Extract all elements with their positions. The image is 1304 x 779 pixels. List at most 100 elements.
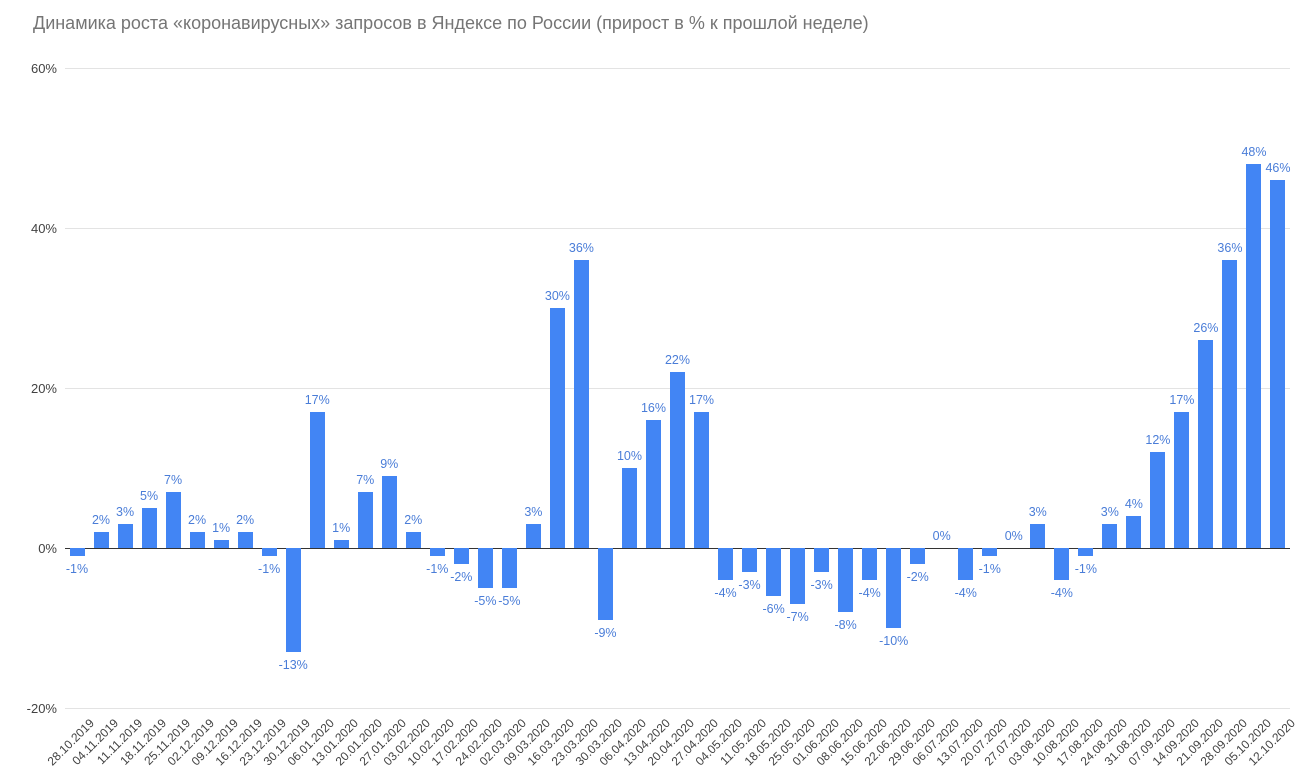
bar-value-label: -1%	[258, 562, 281, 576]
bar	[213, 540, 229, 548]
bar-value-label: 22%	[664, 353, 691, 367]
bar	[453, 548, 469, 564]
bar-value-label: 2%	[91, 513, 111, 527]
bar-value-label: 3%	[1100, 505, 1119, 519]
bar	[1150, 452, 1166, 548]
bar	[309, 412, 325, 548]
bar	[501, 548, 517, 588]
gridline	[65, 708, 1290, 709]
bar	[838, 548, 854, 612]
bar	[1222, 260, 1238, 548]
bar	[621, 468, 637, 548]
bar-value-label: -3%	[810, 578, 833, 592]
bar	[814, 548, 830, 572]
bar	[237, 532, 253, 548]
bar	[573, 260, 589, 548]
bar	[261, 548, 277, 556]
bar	[718, 548, 734, 580]
y-axis-tick-label: 60%	[30, 61, 57, 76]
bar-value-label: 16%	[640, 401, 666, 415]
bar-value-label: 48%	[1241, 145, 1267, 159]
bar-value-label: 26%	[1193, 321, 1219, 335]
bar	[1030, 524, 1046, 548]
y-axis-tick-label: 0%	[38, 541, 57, 556]
bar-value-label: 2%	[236, 513, 255, 527]
bar	[1078, 548, 1094, 556]
bar-value-label: 3%	[116, 505, 135, 519]
bar	[405, 532, 421, 548]
bar	[790, 548, 806, 604]
bar	[93, 532, 109, 548]
bar	[69, 548, 85, 556]
bar-value-label: 2%	[404, 513, 423, 527]
bar	[645, 420, 661, 548]
bar	[910, 548, 926, 564]
bar	[862, 548, 878, 580]
bar-value-label: -1%	[1074, 562, 1097, 576]
bar-value-label: -2%	[906, 570, 929, 584]
y-axis-tick-label: 20%	[30, 381, 57, 396]
bar	[1126, 516, 1142, 548]
bar-value-label: 7%	[164, 473, 183, 487]
bar	[958, 548, 974, 580]
bar	[886, 548, 902, 628]
bar-value-label: 36%	[568, 241, 594, 255]
bar	[549, 308, 565, 548]
bar	[1270, 180, 1286, 548]
bar-value-label: -3%	[738, 578, 761, 592]
bar-value-label: 30%	[544, 289, 570, 303]
bar-value-label: 36%	[1217, 241, 1243, 255]
bar	[357, 492, 373, 548]
bar-value-label: 10%	[616, 449, 642, 463]
gridline	[65, 68, 1290, 69]
bar-value-label: -6%	[762, 602, 785, 616]
bar	[670, 372, 685, 548]
bar-value-label: 0%	[1004, 529, 1023, 543]
bar-value-label: 7%	[356, 473, 375, 487]
bar	[189, 532, 205, 548]
bar-value-label: 4%	[1124, 497, 1143, 511]
bar-value-label: 17%	[689, 393, 715, 407]
bar-value-label: 2%	[188, 513, 207, 527]
y-axis-tick-label: -20%	[26, 701, 57, 716]
bar	[525, 524, 541, 548]
bar-value-label: -7%	[786, 610, 809, 624]
bar-value-label: 3%	[524, 505, 543, 519]
bar-value-label: -2%	[450, 570, 473, 584]
bar-value-label: -8%	[834, 618, 857, 632]
bar	[1198, 340, 1214, 548]
bar-value-label: 3%	[1028, 505, 1047, 519]
bar-value-label: 12%	[1145, 433, 1171, 447]
bar-value-label: -9%	[594, 626, 617, 640]
bar	[333, 540, 349, 548]
chart-title: Динамика роста «коронавирусных» запросов…	[33, 13, 869, 33]
bar-value-label: 1%	[212, 521, 231, 535]
bar-value-label: -1%	[978, 562, 1001, 576]
bar	[1174, 412, 1190, 548]
bar-value-label: 9%	[380, 457, 399, 471]
y-axis-tick-label: 40%	[30, 221, 57, 236]
bar	[381, 476, 397, 548]
plot-area: -1% 28.10.2019 2% 04.11.2019 3% 11.11.2019 5% 1…	[45, 68, 1298, 768]
bar-value-label: 0%	[932, 529, 951, 543]
bar-value-label: -4%	[1050, 586, 1073, 600]
bar-value-label: -13%	[278, 658, 308, 672]
bar	[1246, 164, 1262, 548]
bar	[117, 524, 133, 548]
bar-value-label: -1%	[426, 562, 449, 576]
bar	[766, 548, 782, 596]
bar-value-label: -4%	[714, 586, 737, 600]
bar-value-label: 46%	[1265, 161, 1291, 175]
bar-value-label: 1%	[332, 521, 351, 535]
bar-value-label: -5%	[498, 594, 521, 608]
bar-value-label: -10%	[879, 634, 909, 648]
gridline	[65, 228, 1290, 229]
bar	[1102, 524, 1118, 548]
bar	[597, 548, 613, 620]
bar	[477, 548, 493, 588]
bar	[1054, 548, 1070, 580]
bar	[285, 548, 301, 652]
zero-axis-line	[65, 548, 1290, 549]
bar	[429, 548, 445, 556]
